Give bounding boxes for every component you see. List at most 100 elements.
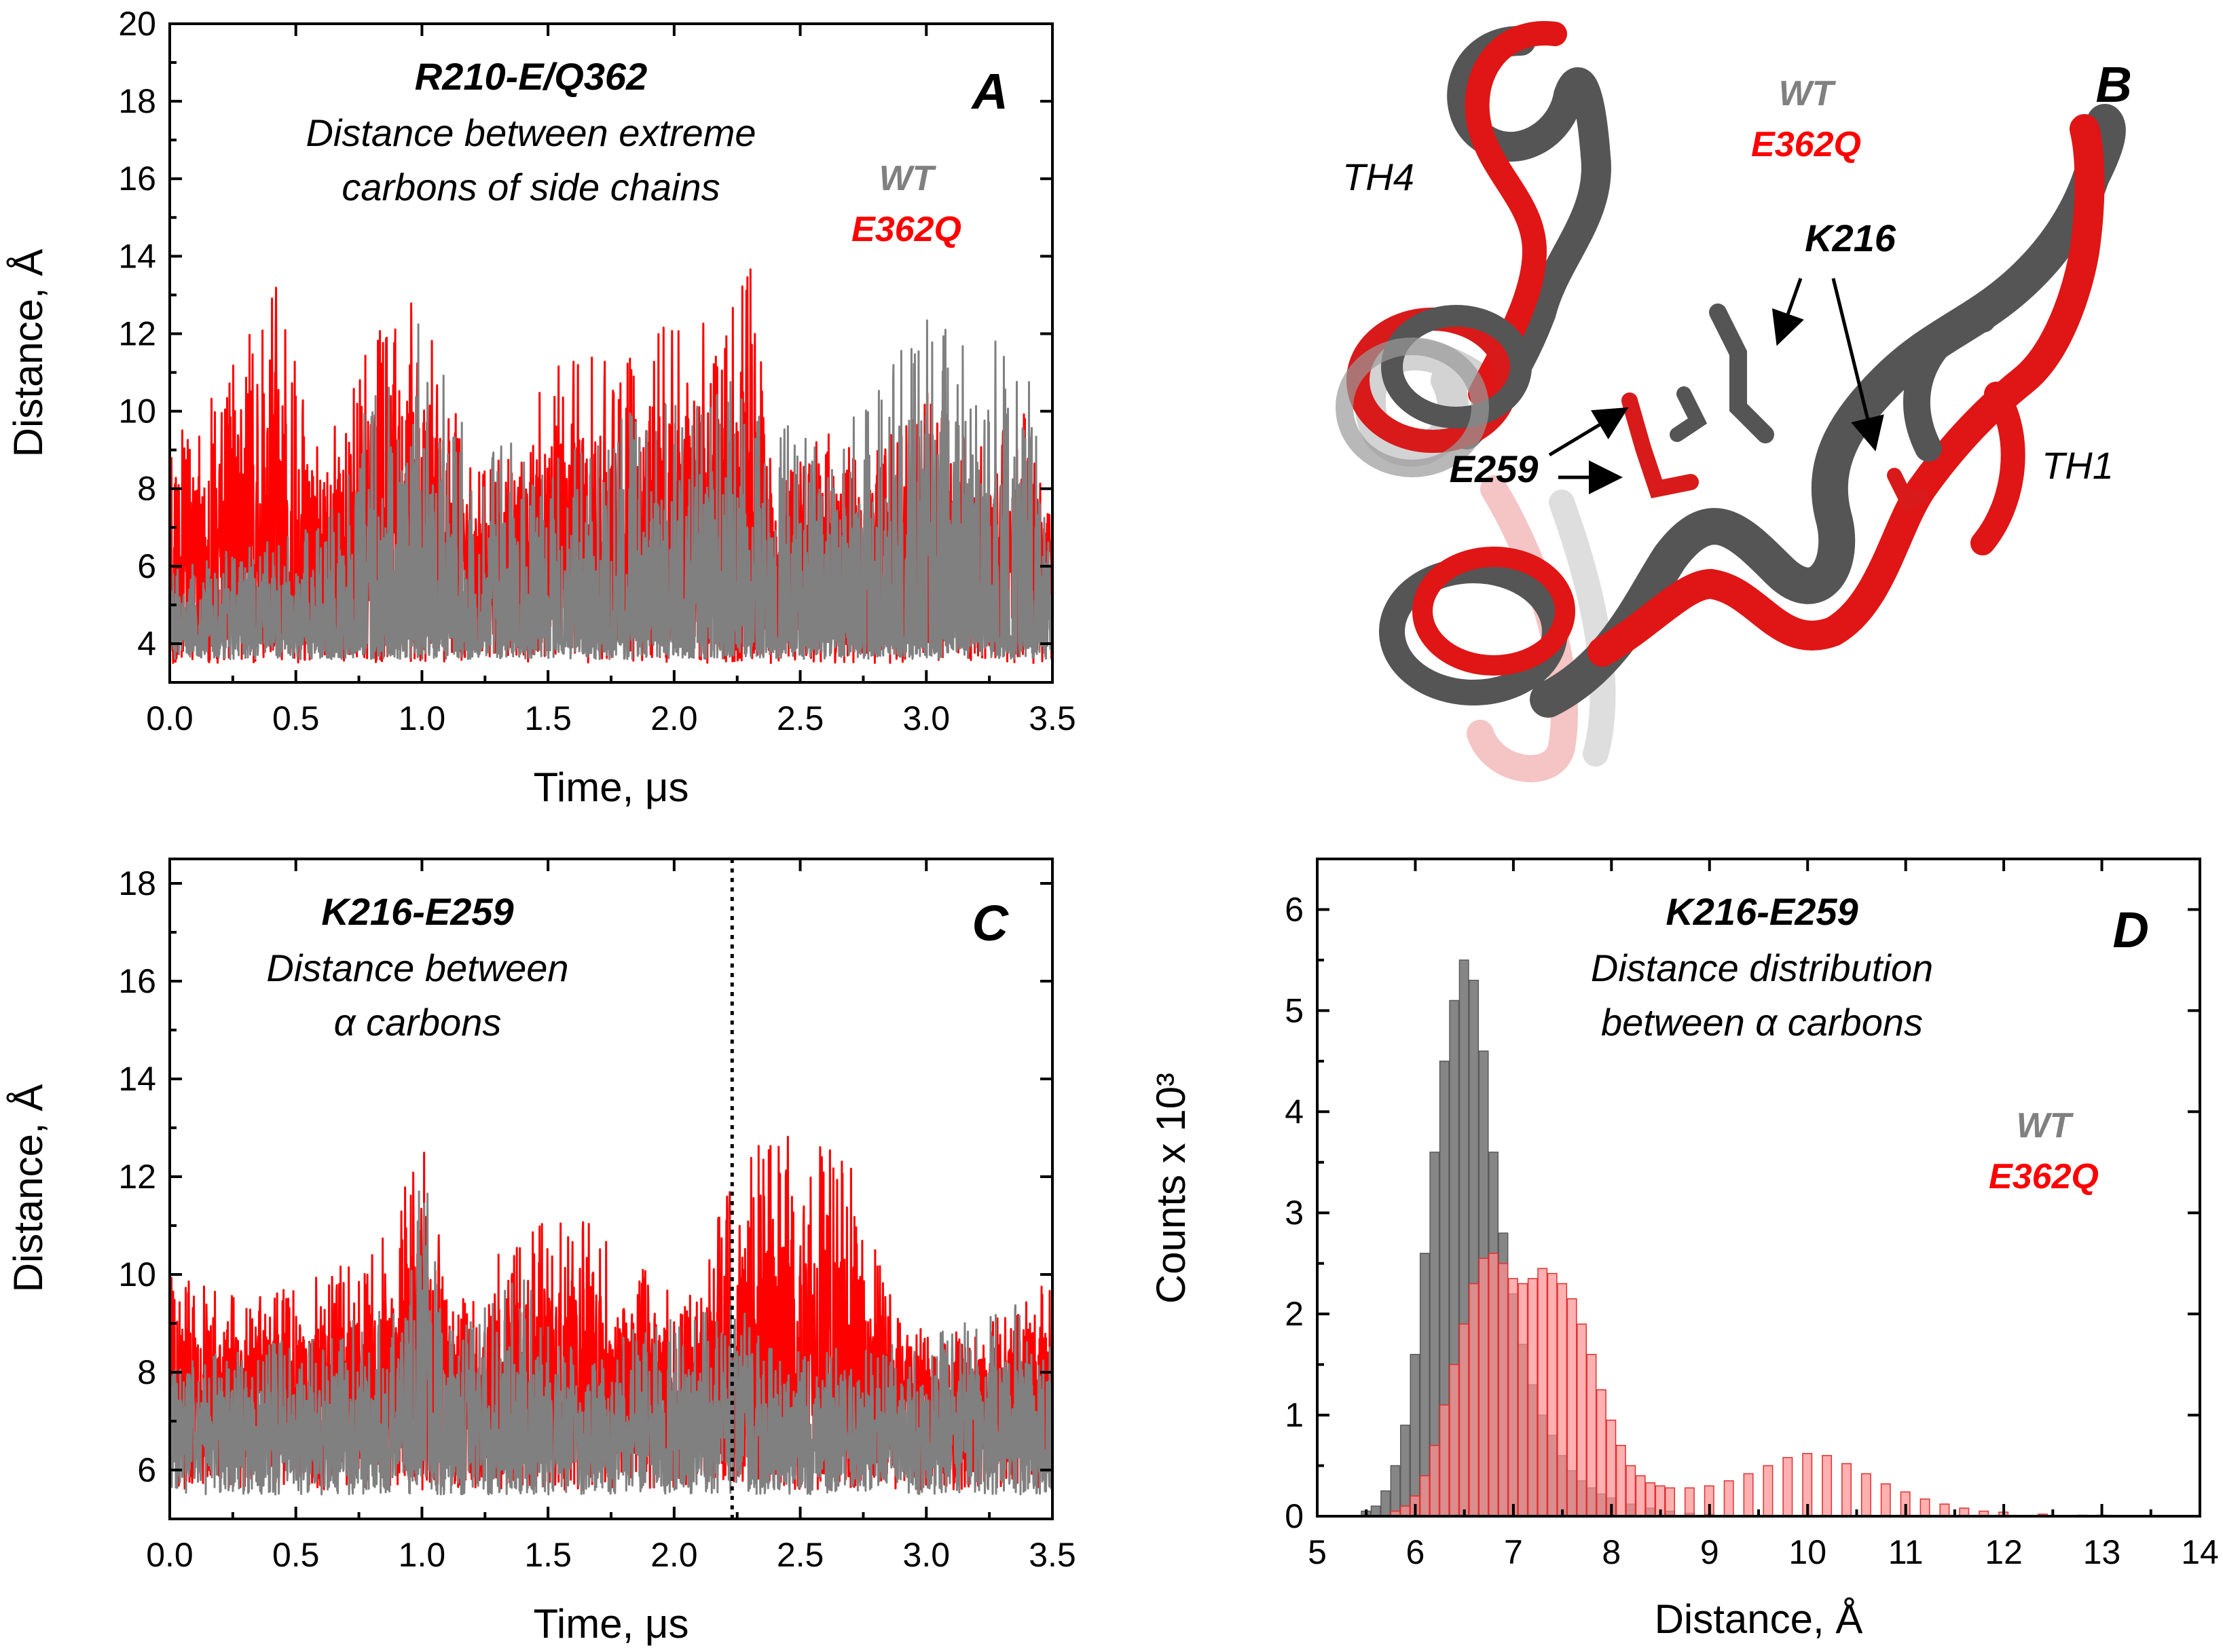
panel-a-ytick-label: 6 <box>137 547 156 585</box>
panel-d-bar-e362q <box>1478 1258 1489 1516</box>
panel-d-bar-e362q <box>1743 1473 1754 1516</box>
panel-d-bar-e362q <box>1518 1283 1528 1516</box>
panel-d-bar-e362q <box>1802 1452 1813 1516</box>
label-e259: E259 <box>1450 447 1539 490</box>
panel-d-bar-e362q <box>1507 1278 1518 1516</box>
panel-d-ytick-label: 5 <box>1285 991 1304 1029</box>
label-k216: K216 <box>1805 217 1896 259</box>
panel-c-ytick-label: 12 <box>118 1158 156 1196</box>
label-th1: TH1 <box>2042 444 2114 487</box>
panel-c-xtick-label: 0.5 <box>272 1536 320 1574</box>
panel-d-bar-e362q <box>1841 1463 1852 1516</box>
panel-d-ytick-label: 4 <box>1285 1093 1304 1131</box>
panel-a-xtick-label: 2.5 <box>777 699 824 737</box>
panel-d-xtick-label: 8 <box>1602 1533 1621 1571</box>
panel-d-bar-e362q <box>1547 1272 1558 1516</box>
panel-d-bar-wt <box>1370 1505 1381 1516</box>
panel-a-ytick-label: 16 <box>118 160 156 198</box>
panel-a-label: A <box>971 63 1008 120</box>
panel-d-bar-e362q <box>1557 1283 1568 1516</box>
panel-c-xtick-label: 1.5 <box>524 1536 572 1574</box>
panel-d-ytick-label: 3 <box>1285 1194 1304 1232</box>
panel-d-bar-e362q <box>1822 1454 1833 1516</box>
panel-a-ylabel: Distance, Å <box>5 249 51 458</box>
panel-c-subtitle-line-2: α carbons <box>334 1001 502 1044</box>
panel-a-ytick-label: 10 <box>118 392 156 430</box>
panel-d-bar-wt <box>1429 1152 1440 1516</box>
panel-c-xtick-label: 2.0 <box>650 1536 698 1574</box>
panel-d-ytick-label: 1 <box>1285 1396 1304 1434</box>
panel-d-ytick-label: 6 <box>1285 890 1304 928</box>
panel-d-bar-e362q <box>1449 1363 1460 1516</box>
panel-d-bar-e362q <box>1488 1253 1499 1516</box>
panel-c-xtick-label: 3.0 <box>903 1536 951 1574</box>
panel-d-legend-mut: E362Q <box>1989 1157 2099 1196</box>
panel-c-xtick-label: 3.5 <box>1029 1536 1076 1574</box>
panel-d-bar-e362q <box>1919 1498 1930 1516</box>
panel-d-bar-e362q <box>1596 1389 1606 1516</box>
panel-a-legend-wt: WT <box>879 159 937 198</box>
panel-d-bar-wt <box>1410 1353 1420 1516</box>
panel-b-label: B <box>2096 56 2132 113</box>
panel-a-xlabel: Time, μs <box>533 765 688 810</box>
panel-d-xtick-label: 13 <box>2083 1533 2121 1571</box>
panel-c-title: K216-E259 <box>321 890 513 933</box>
panel-a-subtitle-line-2: carbons of side chains <box>342 166 720 208</box>
panel-c-xtick-label: 2.5 <box>777 1536 824 1574</box>
panel-d-bar-e362q <box>1645 1482 1656 1516</box>
panel-d-xtick-label: 14 <box>2181 1533 2219 1571</box>
panel-d-bar-e362q <box>1439 1404 1450 1516</box>
panel-d-bar-wt <box>1390 1465 1401 1516</box>
panel-d-bar-e362q <box>1635 1475 1646 1516</box>
panel-d-bar-e362q <box>1400 1505 1410 1516</box>
panel-d-bar-e362q <box>1860 1473 1871 1516</box>
panel-a-xtick-label: 0.5 <box>272 699 320 737</box>
k216-arrow-mut <box>1831 278 1884 452</box>
panel-c-ytick-label: 14 <box>118 1060 156 1098</box>
panel-d-xtick-label: 5 <box>1308 1533 1327 1571</box>
panel-d-legend-wt: WT <box>2017 1106 2074 1145</box>
panel-c-chart: 0.0 0.5 1.0 1.5 2.0 2.5 3.0 3.5 6 8 10 12 14 16 18 Tim… <box>5 858 1076 1647</box>
panel-a-xtick-label: 3.5 <box>1029 699 1076 737</box>
panel-d-bar-wt <box>1419 1253 1430 1516</box>
panel-c-ytick-label: 10 <box>118 1255 156 1293</box>
panel-d-bar-e362q <box>1586 1353 1597 1516</box>
panel-c-ytick-label: 6 <box>137 1451 156 1489</box>
panel-d-xtick-label: 12 <box>1985 1533 2023 1571</box>
panel-b-legend-wt: WT <box>1779 74 1837 113</box>
panel-c-ylabel: Distance, Å <box>5 1084 51 1293</box>
panel-a-ytick-label: 8 <box>137 470 156 508</box>
panel-b-legend-mut: E362Q <box>1751 125 1861 164</box>
panel-d-bar-e362q <box>1665 1487 1675 1516</box>
panel-d-bar-e362q <box>1606 1419 1617 1516</box>
panel-a-legend-mut: E362Q <box>851 210 961 249</box>
panel-d-bar-e362q <box>1880 1483 1891 1516</box>
panel-d-xtick-label: 10 <box>1788 1533 1826 1571</box>
panel-d-subtitle-line-2: between α carbons <box>1601 1001 1923 1044</box>
panel-c-ytick-label: 16 <box>118 962 156 1000</box>
panel-d-bar-e362q <box>1763 1465 1774 1516</box>
panel-d-label: D <box>2113 902 2149 958</box>
panel-a-ytick-label: 12 <box>118 314 156 352</box>
panel-d-bar-e362q <box>1959 1507 1970 1516</box>
panel-c-series-wt-line <box>170 1190 1052 1496</box>
panel-d-bar-e362q <box>1458 1323 1469 1516</box>
panel-d-bar-e362q <box>1723 1480 1734 1516</box>
panel-d-xtick-label: 11 <box>1888 1533 1924 1571</box>
panel-d-bar-e362q <box>1469 1283 1480 1516</box>
panel-a-ytick-label: 18 <box>118 82 156 120</box>
k216-arrow-wt <box>1771 278 1804 346</box>
panel-d-bar-wt <box>1439 1061 1450 1516</box>
protein-ribbon-illustration <box>1336 21 2126 782</box>
panel-b-structure: B WT E362Q TH4 TH1 K216 E259 <box>1336 21 2132 782</box>
panel-d-ytick-label: 0 <box>1285 1497 1304 1535</box>
e259-arrow-wt <box>1548 407 1629 457</box>
panel-d-xtick-label: 7 <box>1504 1533 1523 1571</box>
panel-d-xlabel: Distance, Å <box>1655 1596 1863 1642</box>
panel-c-xtick-label: 0.0 <box>146 1536 194 1574</box>
panel-d-bar-e362q <box>1782 1456 1793 1516</box>
panel-d-bar-e362q <box>1684 1487 1695 1516</box>
panel-d-bar-e362q <box>1419 1475 1430 1516</box>
